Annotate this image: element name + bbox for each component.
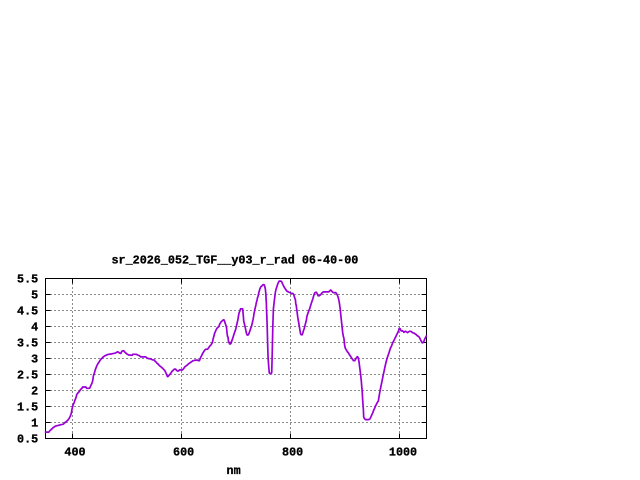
svg-text:5: 5 (31, 289, 38, 303)
svg-text:2: 2 (31, 385, 38, 399)
svg-text:2.5: 2.5 (17, 369, 38, 383)
svg-text:600: 600 (173, 446, 194, 460)
svg-text:400: 400 (64, 446, 85, 460)
svg-text:800: 800 (282, 446, 303, 460)
svg-text:0.5: 0.5 (17, 433, 38, 447)
svg-text:1: 1 (31, 417, 38, 431)
svg-text:3: 3 (31, 353, 38, 367)
svg-text:nm: nm (227, 464, 241, 478)
svg-text:4.5: 4.5 (17, 305, 38, 319)
svg-text:4: 4 (31, 321, 38, 335)
svg-text:1.5: 1.5 (17, 401, 38, 415)
svg-text:sr_2026_052_TGF__y03_r_rad 06-: sr_2026_052_TGF__y03_r_rad 06-40-00 (112, 254, 359, 268)
svg-text:1000: 1000 (389, 446, 417, 460)
svg-text:3.5: 3.5 (17, 337, 38, 351)
svg-text:5.5: 5.5 (17, 273, 38, 287)
